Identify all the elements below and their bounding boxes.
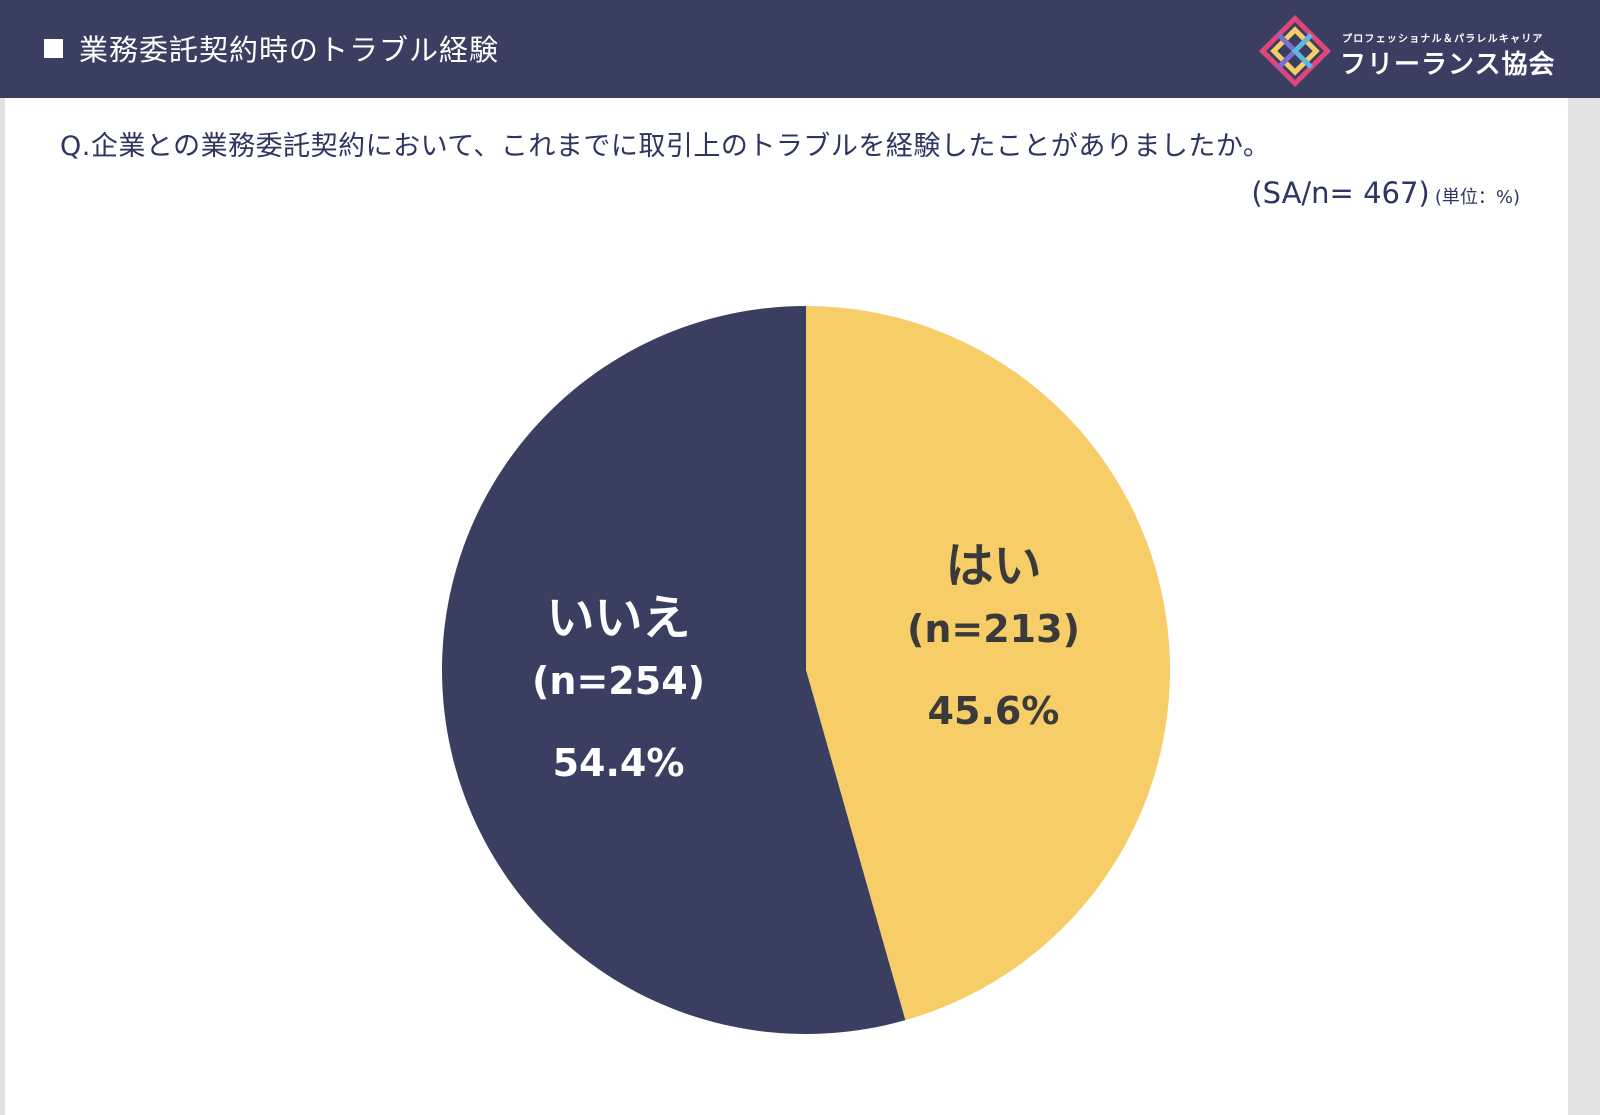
question-text: Q.企業との業務委託契約において、これまでに取引上のトラブルを経験したことがあり… bbox=[60, 131, 1271, 162]
header-bar: 業務委託契約時のトラブル経験 プロフェッショナル＆パラレルキャリア フリーランス… bbox=[0, 0, 1600, 98]
section-title: 業務委託契約時のトラブル経験 bbox=[44, 28, 499, 68]
sample-size: (SA/n= 467) bbox=[1251, 176, 1430, 210]
slice-label-yes: はい bbox=[945, 538, 1041, 594]
section-title-text: 業務委託契約時のトラブル経験 bbox=[79, 33, 500, 67]
sample-note: (SA/n= 467) (単位：%) bbox=[1251, 176, 1520, 210]
logo-mark-icon bbox=[1258, 14, 1332, 88]
pie-slice-yes bbox=[806, 306, 1171, 1021]
slice-percent-label-yes: 45.6% bbox=[928, 689, 1060, 733]
slice-n-label-no: (n=254) bbox=[532, 659, 705, 703]
logo-name: フリーランス協会 bbox=[1340, 50, 1556, 80]
pie-slice-no bbox=[442, 306, 906, 1034]
square-bullet-icon bbox=[44, 38, 63, 58]
slice-label-no: いいえ bbox=[547, 590, 691, 646]
unit-note: (単位：%) bbox=[1434, 187, 1520, 208]
slice-percent-label-no: 54.4% bbox=[553, 741, 685, 785]
slice-n-label-yes: (n=213) bbox=[907, 607, 1080, 651]
logo-subtitle: プロフェッショナル＆パラレルキャリア bbox=[1342, 34, 1544, 45]
association-logo: プロフェッショナル＆パラレルキャリア フリーランス協会 bbox=[1258, 14, 1558, 88]
